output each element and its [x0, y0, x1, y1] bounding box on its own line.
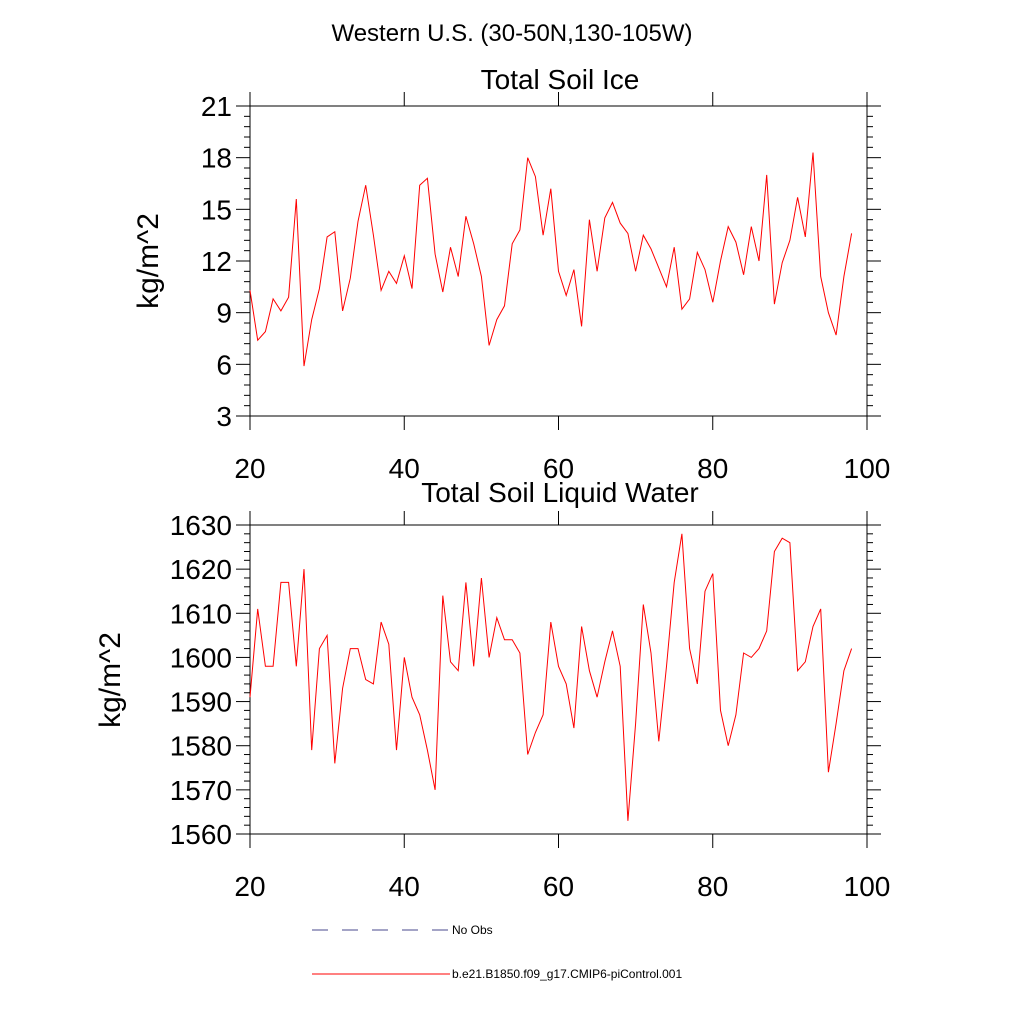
- x-tick-label: 40: [389, 871, 420, 902]
- x-tick-label: 80: [697, 871, 728, 902]
- series-line-soil-ice: [249, 152, 853, 367]
- y-tick-label: 12: [201, 246, 232, 277]
- series-line-soil-liquid-water: [249, 533, 853, 821]
- y-tick-label: 1580: [170, 731, 232, 762]
- y-tick-label: 1590: [170, 687, 232, 718]
- y-tick-label: 1570: [170, 775, 232, 806]
- x-tick-label: 20: [234, 453, 265, 484]
- x-tick-label: 40: [389, 453, 420, 484]
- y-tick-label: 9: [216, 298, 232, 329]
- plot-frame-soil-liquid-water: [249, 524, 868, 835]
- y-tick-label: 6: [216, 349, 232, 380]
- x-tick-label: 80: [697, 453, 728, 484]
- y-tick-label: 3: [216, 401, 232, 432]
- x-tick-label: 60: [543, 453, 574, 484]
- x-tick-label: 100: [844, 871, 891, 902]
- panel-total-soil-liquid-water: Total Soil Liquid Water kg/m^2 1560 1570 1…: [94, 477, 890, 902]
- y-axis-label-soil-ice: kg/m^2: [132, 213, 165, 309]
- panel-title-soil-ice: Total Soil Ice: [481, 64, 640, 95]
- y-tick-label: 1600: [170, 642, 232, 673]
- y-tick-label: 15: [201, 194, 232, 225]
- legend-label-model: b.e21.B1850.f09_g17.CMIP6-piControl.001: [452, 967, 682, 981]
- legend-label-no-obs: No Obs: [452, 923, 493, 937]
- y-tick-label: 18: [201, 143, 232, 174]
- legend: No Obs b.e21.B1850.f09_g17.CMIP6-piContr…: [312, 923, 682, 981]
- y-tick-label: 1620: [170, 554, 232, 585]
- figure-suptitle: Western U.S. (30-50N,130-105W): [331, 20, 692, 47]
- y-tick-label: 1560: [170, 819, 232, 850]
- y-tick-label: 1610: [170, 598, 232, 629]
- panel-title-soil-liquid-water: Total Soil Liquid Water: [421, 477, 699, 508]
- y-axis-label-soil-liquid-water: kg/m^2: [94, 632, 127, 728]
- panel-total-soil-ice: Total Soil Ice kg/m^2 3 6 9 12 15 18 21 20 40 60 8…: [132, 64, 890, 484]
- x-tick-label: 60: [543, 871, 574, 902]
- y-tick-label: 1630: [170, 510, 232, 541]
- y-tick-label: 21: [201, 91, 232, 122]
- x-tick-label: 100: [844, 453, 891, 484]
- x-tick-label: 20: [234, 871, 265, 902]
- plot-frame-soil-ice: [249, 105, 868, 417]
